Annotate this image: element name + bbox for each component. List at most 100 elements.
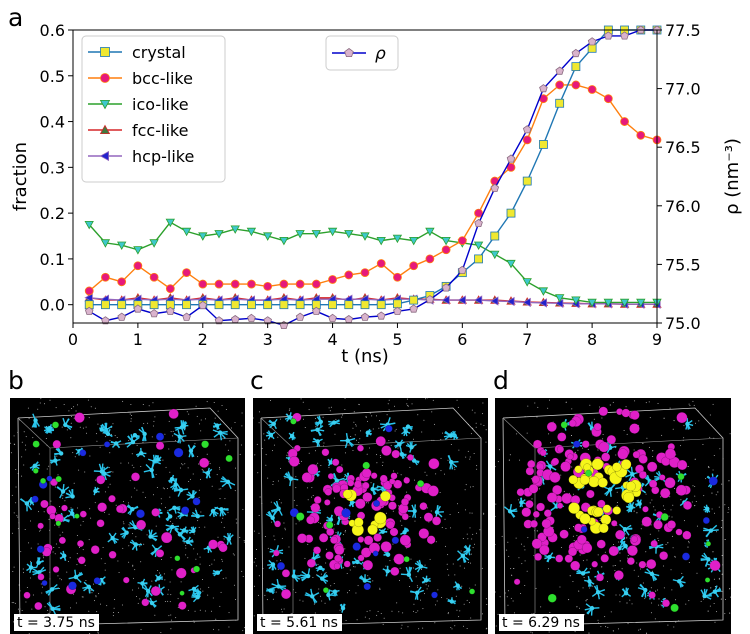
data-point — [376, 259, 386, 268]
data-point — [360, 312, 370, 321]
data-point — [214, 279, 224, 289]
data-point — [133, 246, 143, 255]
snapshot-time-b: t = 3.75 ns — [14, 614, 99, 631]
data-point — [490, 250, 500, 260]
y-left-tick-label: 0.0 — [40, 296, 65, 315]
data-point — [522, 176, 532, 186]
panel-label-c: c — [250, 366, 264, 395]
legend-label: ρ — [375, 44, 386, 64]
plot-frame — [72, 29, 658, 324]
data-point — [587, 298, 597, 308]
legend-density: ρ — [325, 35, 399, 71]
data-point — [263, 281, 273, 291]
data-point — [441, 236, 451, 246]
x-tick-label: 9 — [652, 330, 662, 349]
data-point — [522, 278, 532, 287]
y-axis-left: 0.0 0.1 0.2 0.3 0.4 0.5 0.6 — [40, 21, 73, 315]
x-tick-label: 3 — [263, 330, 273, 349]
data-point — [506, 296, 515, 307]
data-point — [149, 272, 159, 282]
legend-swatch-marker — [99, 150, 109, 162]
data-point — [182, 312, 191, 321]
data-point — [311, 230, 321, 239]
legend-item-bcc-like: bcc-like — [88, 69, 193, 88]
legend-swatch-marker — [99, 124, 111, 135]
data-point — [117, 300, 127, 310]
data-point — [312, 306, 321, 315]
legend-item-crystal: crystal — [88, 43, 186, 62]
legend-item-hcp-like: hcp-like — [88, 147, 194, 166]
legend-label: ico-like — [132, 95, 189, 114]
data-point — [84, 293, 93, 303]
data-point — [409, 304, 418, 313]
data-point — [376, 311, 386, 320]
data-point — [181, 227, 192, 237]
data-point — [230, 279, 240, 289]
data-point — [101, 300, 110, 310]
data-point — [490, 183, 500, 192]
panel-label-d: d — [493, 366, 509, 395]
data-point — [489, 296, 499, 306]
x-tick-label: 2 — [198, 330, 208, 349]
data-point — [441, 245, 451, 255]
data-point — [473, 241, 484, 251]
y-right-tick-label: 75.0 — [665, 314, 701, 333]
data-point — [344, 230, 354, 239]
data-point — [619, 298, 630, 308]
data-point — [587, 85, 597, 94]
data-point — [198, 232, 208, 241]
y-right-tick-label: 76.5 — [665, 138, 701, 157]
data-point — [457, 295, 466, 305]
data-point — [555, 66, 564, 75]
data-point — [182, 268, 191, 278]
x-tick-label: 0 — [68, 330, 78, 349]
data-point — [295, 300, 305, 310]
data-point — [247, 300, 256, 310]
data-point — [571, 62, 581, 72]
snapshot-time-d: t = 6.29 ns — [499, 614, 584, 631]
data-point — [344, 315, 354, 324]
data-point — [327, 227, 338, 237]
snapshot-image-b: t = 3.75 ns — [10, 398, 245, 634]
data-point — [571, 48, 581, 58]
data-point — [474, 254, 483, 264]
data-point — [100, 239, 111, 248]
data-point — [636, 298, 646, 308]
data-point — [117, 277, 127, 287]
data-point — [571, 80, 581, 90]
data-point — [360, 300, 370, 310]
data-point — [295, 279, 305, 289]
y-right-tick-label: 76.0 — [665, 197, 701, 216]
data-point — [604, 31, 613, 40]
legend-swatch-marker — [100, 47, 110, 57]
legend-box — [81, 35, 226, 183]
data-point — [101, 316, 110, 325]
data-point — [458, 265, 467, 274]
data-point — [246, 227, 257, 237]
x-tick-label: 8 — [587, 330, 597, 349]
data-point — [441, 283, 451, 292]
data-point — [425, 227, 435, 237]
data-point — [328, 300, 337, 310]
data-point — [603, 298, 613, 308]
data-point — [279, 236, 289, 246]
data-point — [149, 300, 159, 310]
legend-label: bcc-like — [132, 69, 193, 88]
legend-label: fcc-like — [132, 121, 188, 140]
panel-label-b: b — [8, 366, 24, 395]
data-point — [295, 312, 305, 321]
data-point — [393, 306, 402, 315]
data-point — [393, 272, 402, 282]
y-left-tick-label: 0.3 — [40, 158, 65, 177]
data-point — [84, 220, 94, 230]
data-point — [539, 84, 548, 93]
data-point — [84, 286, 94, 296]
data-point — [571, 296, 581, 305]
series-bcc-like — [84, 80, 662, 296]
data-point — [214, 300, 224, 310]
x-tick-label: 4 — [327, 330, 337, 349]
data-point — [360, 232, 370, 241]
data-point — [555, 98, 565, 108]
legend-swatch-marker — [344, 48, 354, 57]
